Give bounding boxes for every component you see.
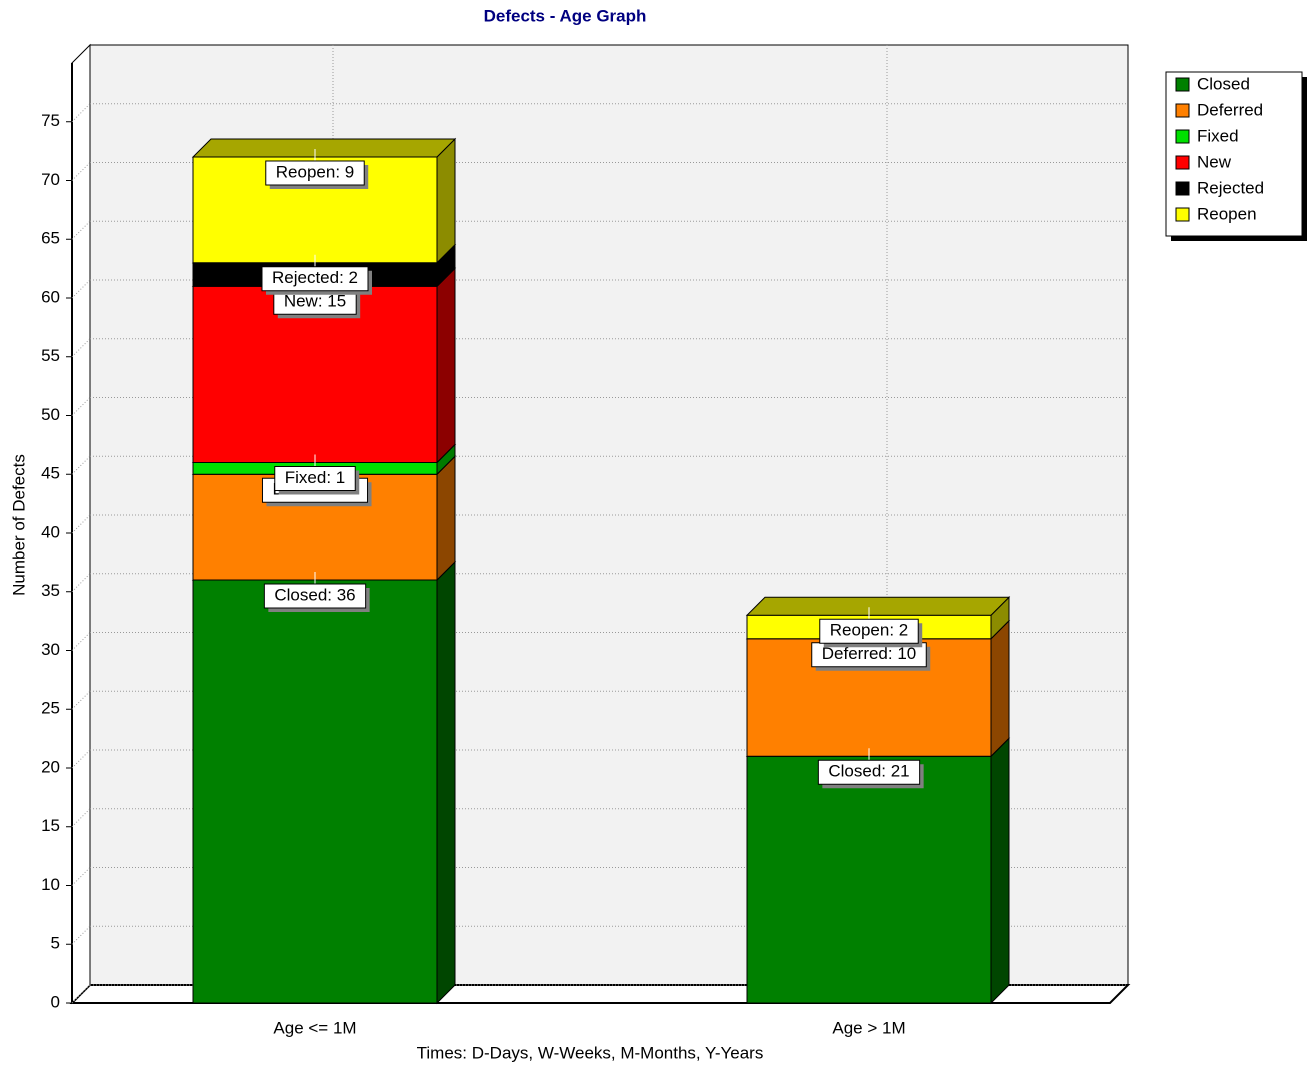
- label-box: [265, 160, 365, 186]
- grid-line: [71, 279, 91, 299]
- legend-label: Rejected: [1197, 178, 1264, 197]
- y-tick-label: 5: [51, 934, 60, 953]
- grid-line: [71, 514, 91, 534]
- bar-side: [990, 619, 1010, 758]
- bar-side: [436, 455, 456, 582]
- legend-swatch: [1175, 181, 1190, 196]
- legend-swatch: [1175, 155, 1190, 170]
- chart-title: Defects - Age Graph: [484, 6, 647, 25]
- grid-line: [71, 103, 91, 123]
- grid-line: [71, 220, 91, 240]
- value-label: Reopen: 2: [830, 621, 908, 640]
- legend-label: Deferred: [1197, 100, 1263, 119]
- grid-line: [71, 867, 91, 886]
- label-box: [274, 466, 356, 491]
- grid-line: [71, 808, 91, 828]
- grid-line: [71, 397, 91, 416]
- y-tick-label: 15: [41, 816, 60, 835]
- y-axis-label: Number of Defects: [9, 454, 28, 596]
- label-box: [817, 759, 921, 785]
- y-tick-label: 40: [41, 522, 60, 541]
- y-tick-label: 30: [41, 640, 60, 659]
- y-tick-label: 50: [41, 405, 60, 424]
- bar-side: [436, 137, 456, 264]
- bar-top: [745, 596, 1011, 616]
- grid-line: [71, 338, 91, 358]
- label-box: [819, 618, 919, 644]
- y-tick-label: 65: [41, 229, 60, 248]
- bar-top: [191, 138, 457, 158]
- value-label: Closed: 21: [828, 762, 909, 781]
- value-label: Deferred: 10: [822, 644, 917, 663]
- y-tick-label: 55: [41, 346, 60, 365]
- x-tick-label: Age > 1M: [832, 1018, 905, 1037]
- x-tick-label: Age <= 1M: [273, 1018, 356, 1037]
- grid-line: [71, 690, 91, 710]
- legend-label: Fixed: [1197, 126, 1239, 145]
- grid-line: [71, 925, 91, 945]
- grid-line: [71, 455, 91, 475]
- grid-line: [71, 162, 91, 181]
- legend-swatch: [1175, 77, 1190, 92]
- bar-segment: [192, 579, 438, 1004]
- legend-label: Closed: [1197, 74, 1250, 93]
- y-tick-label: 75: [41, 111, 60, 130]
- y-tick-label: 45: [41, 464, 60, 483]
- grid-line: [71, 573, 91, 593]
- y-tick-label: 10: [41, 875, 60, 894]
- y-tick-label: 0: [51, 992, 60, 1011]
- y-tick-label: 35: [41, 581, 60, 600]
- legend-swatch: [1175, 103, 1190, 118]
- y-tick-label: 20: [41, 757, 60, 776]
- value-label: Rejected: 2: [272, 268, 358, 287]
- bar-side: [436, 560, 456, 1005]
- grid-line: [71, 984, 91, 1004]
- bar-segment: [746, 755, 992, 1004]
- legend-swatch: [1175, 129, 1190, 144]
- value-label: Fixed: 1: [285, 468, 345, 487]
- label-box: [263, 583, 367, 609]
- y-tick-label: 70: [41, 170, 60, 189]
- bar-side: [990, 737, 1010, 1005]
- y-tick-label: 60: [41, 287, 60, 306]
- y-tick-label: 25: [41, 699, 60, 718]
- grid-line: [71, 632, 91, 651]
- label-box: [261, 266, 369, 292]
- value-label: Closed: 36: [274, 585, 355, 604]
- value-label: Reopen: 9: [276, 162, 354, 181]
- bar-side: [436, 267, 456, 464]
- legend-label: New: [1197, 152, 1232, 171]
- grid-line: [71, 749, 91, 769]
- x-axis-label: Times: D-Days, W-Weeks, M-Months, Y-Year…: [417, 1043, 764, 1062]
- legend-swatch: [1175, 207, 1190, 222]
- value-label: New: 15: [284, 292, 346, 311]
- legend-label: Reopen: [1197, 204, 1257, 223]
